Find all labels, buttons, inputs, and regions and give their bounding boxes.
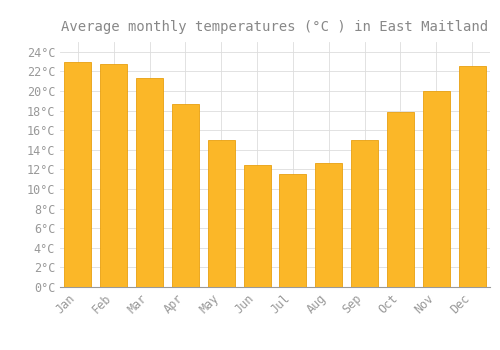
Bar bbox=[64, 62, 92, 287]
Bar bbox=[458, 66, 485, 287]
Bar bbox=[351, 140, 378, 287]
Bar bbox=[387, 112, 414, 287]
Bar bbox=[172, 104, 199, 287]
Bar bbox=[208, 140, 234, 287]
Bar bbox=[244, 164, 270, 287]
Bar bbox=[136, 78, 163, 287]
Bar bbox=[100, 64, 127, 287]
Title: Average monthly temperatures (°C ) in East Maitland: Average monthly temperatures (°C ) in Ea… bbox=[62, 20, 488, 34]
Bar bbox=[316, 162, 342, 287]
Bar bbox=[280, 174, 306, 287]
Bar bbox=[423, 91, 450, 287]
